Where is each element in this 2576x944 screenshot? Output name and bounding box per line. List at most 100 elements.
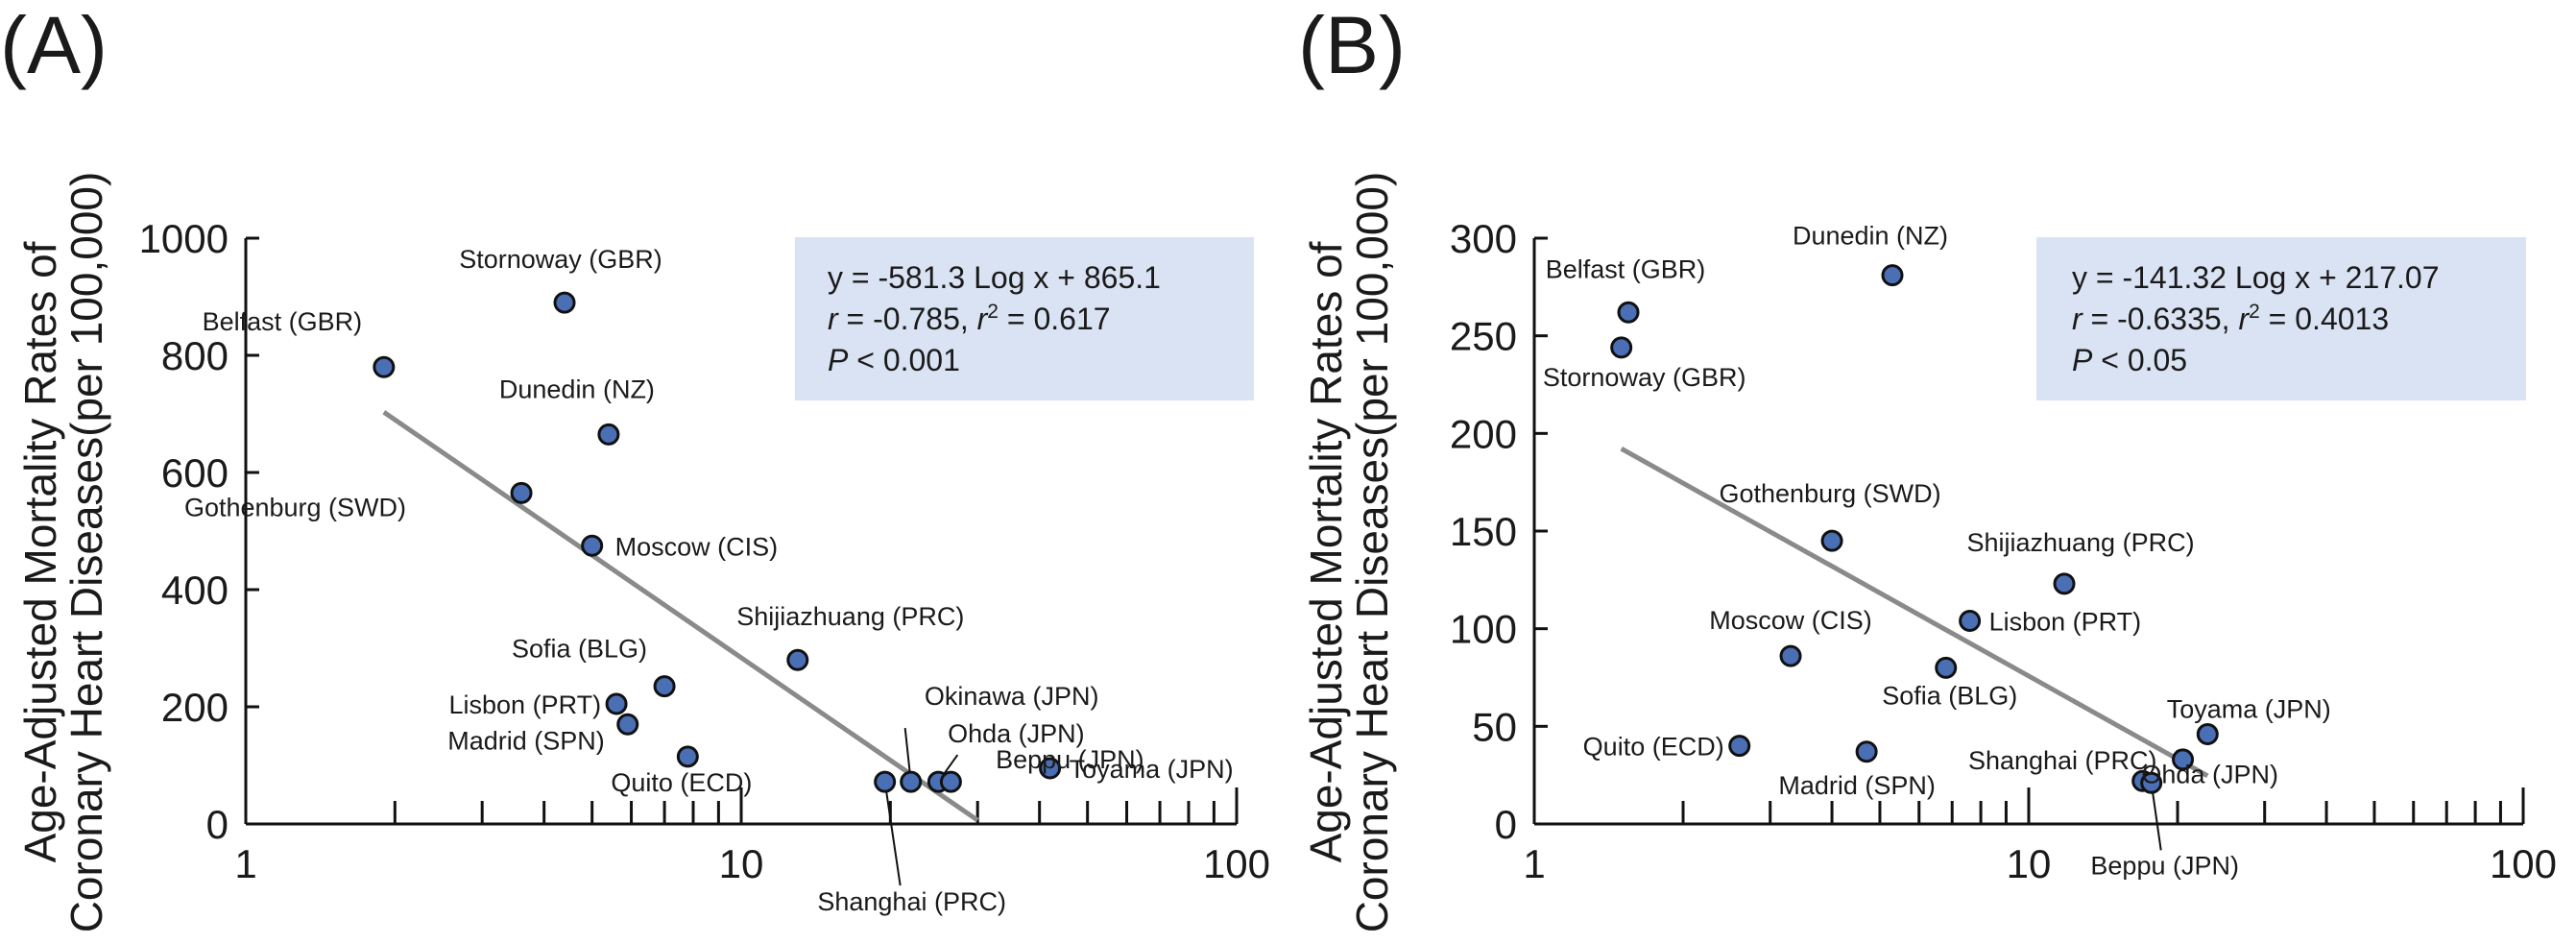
x-tick-label: 100	[2490, 841, 2557, 886]
y-tick-label: 400	[161, 568, 229, 613]
point-label: Ohda (JPN)	[948, 719, 1085, 748]
equation-line3-b: P < 0.05	[2072, 343, 2187, 377]
equation-line1-a: y = -581.3 Log x + 865.1	[828, 260, 1161, 295]
point-label: Moscow (CIS)	[615, 532, 779, 561]
data-point	[1039, 757, 1062, 780]
data-point	[1959, 610, 1982, 633]
x-tick-label: 10	[2007, 841, 2052, 886]
data-point	[676, 745, 699, 768]
data-point	[2196, 722, 2219, 745]
point-label: Dunedin (NZ)	[1793, 222, 1948, 251]
point-label: Beppu (JPN)	[2090, 851, 2239, 880]
point-labels-b: Dunedin (NZ) Belfast (GBR) Stornoway (GBR)…	[1543, 222, 2331, 881]
point-label: Quito (ECD)	[611, 768, 752, 797]
label-connectors-a	[883, 727, 959, 886]
panel-letter-a: (A)	[0, 0, 108, 90]
data-point	[2140, 771, 2163, 794]
equation-line2-a: r = -0.785, r2 = 0.617	[828, 301, 1111, 336]
axes-b: 0 50 100 150 200 250 300 1 10 100	[1450, 216, 2557, 886]
equation-line1-b: y = -141.32 Log x + 217.07	[2072, 260, 2440, 295]
x-tick-label: 1	[234, 841, 256, 886]
point-label: Shijiazhuang (PRC)	[1966, 528, 2194, 557]
point-label: Shanghai (PRC)	[1968, 746, 2157, 775]
y-tick-label: 50	[1472, 704, 1517, 749]
equation-box-a	[795, 237, 1254, 400]
point-label: Ohda (JPN)	[2141, 760, 2278, 788]
y-axis-label-line2-a: Coronary Heart Diseases(per 100,000)	[61, 172, 111, 933]
label-connector	[2150, 783, 2162, 851]
y-tick-label: 150	[1450, 509, 1517, 554]
data-point	[1881, 264, 1904, 287]
y-tick-label: 200	[161, 685, 229, 730]
data-point	[1728, 735, 1751, 758]
y-axis-label-line2-b: Coronary Heart Diseases(per 100,000)	[1347, 172, 1397, 933]
axes-a: 0 200 400 600 800 1000 1 10 100	[139, 216, 1270, 886]
point-label: Belfast (GBR)	[1546, 254, 1706, 283]
trendline-a	[382, 410, 979, 823]
x-tick-label: 100	[1203, 841, 1270, 886]
y-tick-label: 0	[1495, 802, 1517, 847]
data-point	[1820, 529, 1843, 552]
data-point	[874, 770, 897, 793]
y-axis-label-line1-b: Age-Adjusted Mortality Rates of	[1301, 241, 1351, 862]
data-point	[2172, 748, 2195, 771]
equation-line2-b: r = -0.6335, r2 = 0.4013	[2072, 301, 2389, 336]
point-label: Shijiazhuang (PRC)	[736, 602, 964, 631]
data-point	[553, 291, 576, 314]
data-point	[605, 692, 628, 715]
y-tick-label: 1000	[139, 216, 229, 261]
data-point	[2053, 572, 2076, 595]
data-points-b	[1610, 264, 2219, 794]
point-label: Okinawa (JPN)	[925, 682, 1099, 711]
data-point	[939, 770, 962, 793]
point-label: Quito (ECD)	[1583, 733, 1724, 762]
point-label: Stornoway (GBR)	[459, 245, 662, 274]
trendline-b	[1620, 447, 2209, 779]
point-label: Lisbon (PRT)	[449, 690, 602, 719]
point-label: Toyama (JPN)	[2167, 694, 2331, 723]
data-point	[373, 355, 396, 378]
point-label: Sofia (BLG)	[512, 635, 647, 664]
data-point	[616, 713, 639, 736]
y-tick-label: 200	[1450, 411, 1517, 456]
panel-letter-b: (B)	[1298, 0, 1406, 90]
data-point	[597, 423, 620, 446]
trend-line	[1620, 447, 2209, 779]
data-point	[1617, 301, 1640, 324]
panel-b: (B) Age-Adjusted Mortality Rates of Coro…	[1298, 0, 2557, 932]
data-point	[1779, 644, 1802, 667]
y-tick-label: 800	[161, 333, 229, 378]
data-point	[510, 481, 533, 504]
point-label: Madrid (SPN)	[447, 726, 605, 755]
data-point	[900, 770, 923, 793]
data-point	[1935, 656, 1958, 679]
data-point	[1855, 740, 1878, 763]
point-label: Toyama (JPN)	[1070, 755, 1234, 784]
point-label: Gothenburg (SWD)	[184, 493, 406, 521]
y-tick-label: 300	[1450, 216, 1517, 261]
y-tick-label: 600	[161, 450, 229, 496]
y-tick-label: 0	[206, 802, 229, 847]
data-point	[1610, 336, 1633, 359]
data-point	[581, 534, 604, 557]
point-label: Beppu (JPN)	[996, 745, 1144, 774]
y-tick-label: 100	[1450, 607, 1517, 652]
data-point	[786, 648, 809, 671]
y-axis-label-line1-a: Age-Adjusted Mortality Rates of	[15, 241, 65, 862]
data-point	[653, 675, 676, 698]
point-label: Dunedin (NZ)	[499, 375, 655, 403]
x-tick-label: 1	[1523, 841, 1545, 886]
point-labels-a: Stornoway (GBR) Belfast (GBR) Dunedin (NZ)…	[184, 245, 1234, 916]
point-label: Sofia (BLG)	[1882, 681, 2017, 710]
equation-box-b	[2036, 237, 2526, 400]
equation-line3-a: P < 0.001	[828, 343, 960, 377]
point-label: Shanghai (PRC)	[817, 887, 1006, 916]
panel-a: (A) Age-Adjusted Mortality Rates of Coro…	[0, 0, 1270, 932]
y-tick-label: 250	[1450, 314, 1517, 359]
label-connector	[883, 781, 902, 886]
data-points-a	[373, 291, 1062, 793]
point-label: Lisbon (PRT)	[1989, 608, 2142, 637]
point-label: Madrid (SPN)	[1778, 771, 1936, 800]
